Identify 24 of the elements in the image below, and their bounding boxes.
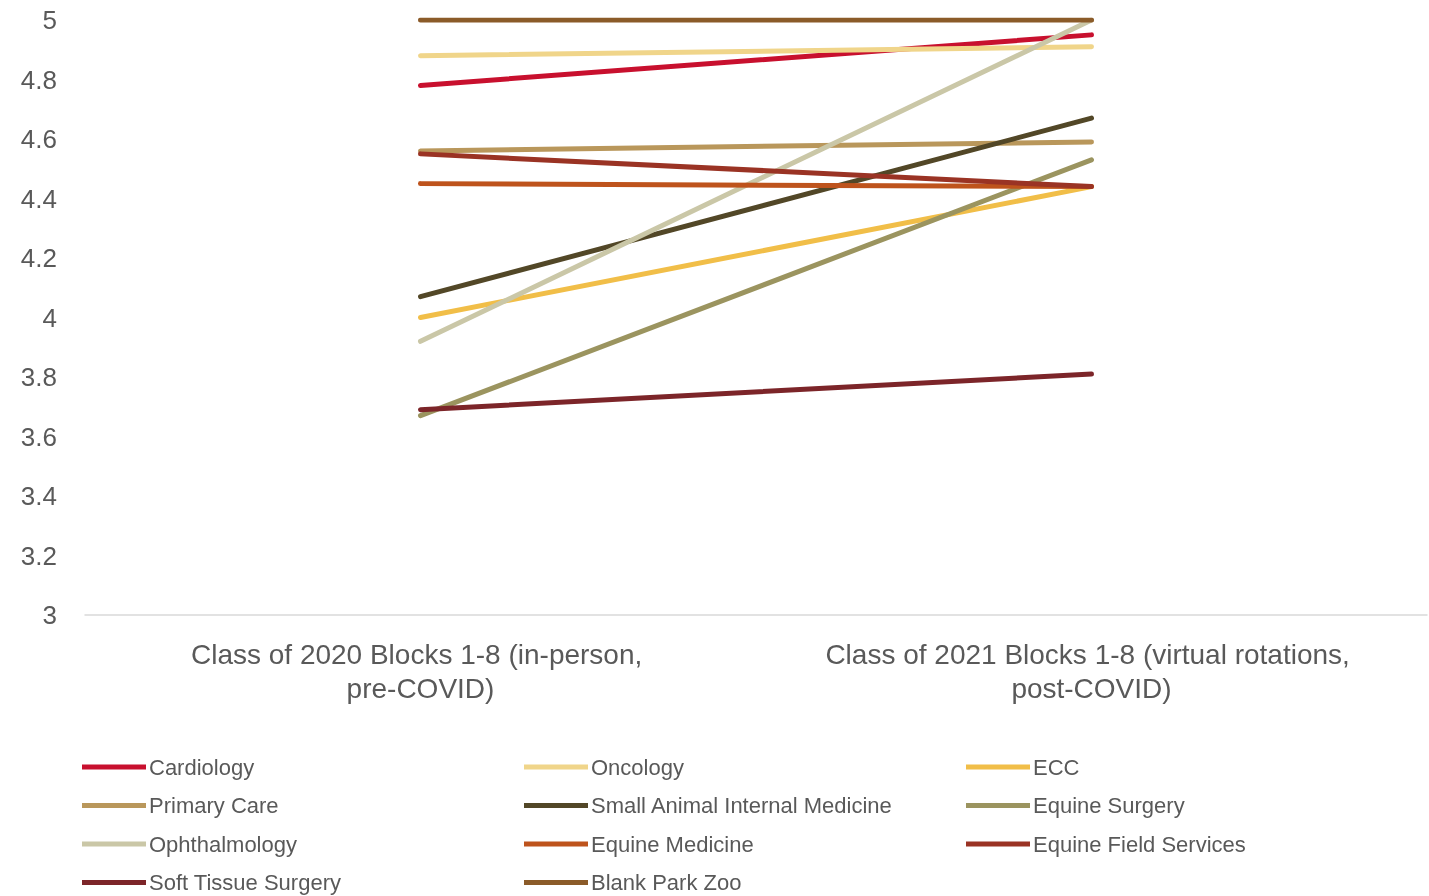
legend-label: Soft Tissue Surgery xyxy=(149,870,341,895)
y-tick-label: 4.4 xyxy=(20,183,57,214)
x-tick-label: Class of 2020 Blocks 1-8 (in-person, pre-COVID) xyxy=(190,638,651,704)
legend-label: Small Animal Internal Medicine xyxy=(591,793,892,818)
y-tick-label: 4.6 xyxy=(20,124,57,154)
y-tick-label: 3.4 xyxy=(20,481,57,511)
y-tick-label: 4.2 xyxy=(20,243,57,273)
y-tick-label: 5 xyxy=(42,5,57,35)
legend-label: Ophthalmology xyxy=(149,831,297,857)
legend-label: Oncology xyxy=(591,754,684,780)
legend-label: Equine Medicine xyxy=(591,831,754,857)
y-tick-label: 3.2 xyxy=(20,540,57,571)
legend-label: Cardiology xyxy=(149,754,255,780)
y-tick-label: 3 xyxy=(42,600,57,630)
legend-label: Primary Care xyxy=(149,793,279,818)
y-tick-label: 4.8 xyxy=(20,64,57,95)
legend-label: Blank Park Zoo xyxy=(591,870,742,895)
legend-label: Equine Field Services xyxy=(1033,831,1246,857)
legend-label: ECC xyxy=(1033,754,1080,780)
y-tick-label: 4 xyxy=(42,302,57,333)
legend-label: Equine Surgery xyxy=(1033,793,1185,818)
y-tick-label: 3.8 xyxy=(20,362,57,392)
y-tick-label: 3.6 xyxy=(20,421,57,452)
x-tick-label: Class of 2021 Blocks 1-8 (virtual rotations, post-COVID) xyxy=(825,638,1358,704)
